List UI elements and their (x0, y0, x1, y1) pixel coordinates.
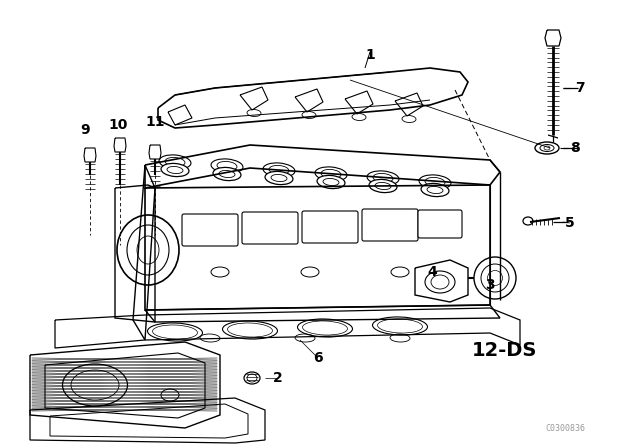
Ellipse shape (213, 168, 241, 181)
Text: 2: 2 (273, 371, 283, 385)
FancyBboxPatch shape (418, 210, 462, 238)
Text: 1: 1 (365, 48, 375, 62)
FancyBboxPatch shape (362, 209, 418, 241)
Text: 5: 5 (565, 216, 575, 230)
Text: 7: 7 (575, 81, 585, 95)
Ellipse shape (523, 217, 533, 225)
Text: 6: 6 (313, 351, 323, 365)
Ellipse shape (317, 176, 345, 189)
Ellipse shape (535, 142, 559, 154)
Ellipse shape (265, 172, 293, 185)
Ellipse shape (369, 179, 397, 193)
Text: C0300836: C0300836 (545, 423, 585, 432)
Text: 9: 9 (80, 123, 90, 137)
Ellipse shape (244, 372, 260, 384)
FancyBboxPatch shape (242, 212, 298, 244)
Ellipse shape (421, 183, 449, 197)
Text: 10: 10 (108, 118, 128, 132)
FancyBboxPatch shape (302, 211, 358, 243)
Text: 4: 4 (427, 265, 437, 279)
Text: 8: 8 (570, 141, 580, 155)
Text: 12-DS: 12-DS (472, 340, 538, 359)
Text: 11: 11 (145, 115, 164, 129)
FancyBboxPatch shape (182, 214, 238, 246)
Ellipse shape (161, 164, 189, 177)
Text: 3: 3 (485, 278, 495, 292)
